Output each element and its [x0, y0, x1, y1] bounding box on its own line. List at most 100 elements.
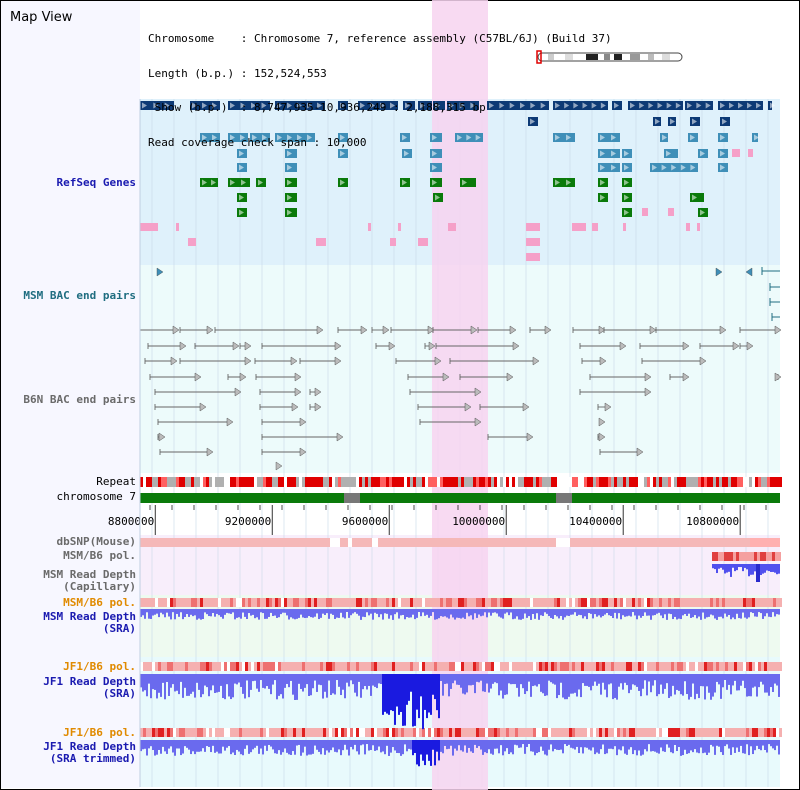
- axis-tick-label: 9200000: [225, 515, 271, 528]
- msm-pol-cap-cell: [721, 552, 724, 561]
- refseq-fragment: [448, 223, 456, 231]
- gene-feature: [660, 133, 668, 142]
- gene-feature: [612, 101, 622, 110]
- refseq-fragment: [398, 223, 401, 231]
- bac-end-marker: [206, 447, 214, 457]
- bac-end-marker: [388, 341, 396, 351]
- gene-feature: [690, 193, 704, 202]
- track-label-chromosome[interactable]: chromosome 7: [56, 490, 136, 503]
- track-label-msm-depth-cap-1[interactable]: MSM Read Depth: [43, 568, 136, 581]
- msm-pol-cap-cell: [745, 552, 748, 561]
- msm-cap-depth-bar: [744, 564, 746, 568]
- track-label-jf1-depth-sra-2: (SRA): [102, 687, 136, 700]
- msm-cap-depth-bar: [742, 564, 744, 572]
- chromosome-ideogram: [536, 50, 683, 64]
- msm-cap-depth-bar: [718, 564, 720, 569]
- gene-feature: [668, 117, 676, 126]
- chromosome-info-header: Chromosome : Chromosome 7, reference ass…: [148, 10, 612, 160]
- gene-feature: [598, 163, 620, 172]
- bac-end-marker: [275, 461, 283, 471]
- gene-feature: [200, 178, 218, 187]
- track-label-jf1-pol-2[interactable]: JF1/B6 pol.: [63, 726, 136, 739]
- gene-feature: [653, 117, 661, 126]
- bac-end-marker: [644, 387, 652, 397]
- gene-feature: [237, 149, 247, 158]
- track-label-msm-depth-cap-2: (Capillary): [63, 580, 136, 593]
- bac-end-marker: [291, 402, 299, 412]
- refseq-fragment: [140, 223, 158, 231]
- track-label-repeat[interactable]: Repeat: [96, 475, 136, 488]
- track-label-msm-b6-pol-2[interactable]: MSM/B6 pol.: [63, 596, 136, 609]
- bac-end-marker: [598, 417, 606, 427]
- axis-tick-label: 10000000: [452, 515, 505, 528]
- msm-pol-cap-cell: [715, 552, 718, 561]
- track-label-msm-bac[interactable]: MSM BAC end pairs: [23, 289, 136, 302]
- ideogram-band: [586, 54, 598, 60]
- gene-feature: [256, 178, 266, 187]
- track-label-jf1-depth-sra-1[interactable]: JF1 Read Depth: [43, 675, 136, 688]
- bac-end-marker: [474, 417, 482, 427]
- ideogram-band: [548, 54, 554, 60]
- gene-feature: [528, 117, 538, 126]
- refseq-fragment: [732, 149, 740, 157]
- msm-cap-depth-bar: [720, 564, 722, 568]
- msm-cap-depth-bar: [750, 564, 752, 575]
- track-label-dbsnp[interactable]: dbSNP(Mouse): [56, 535, 136, 548]
- track-label-jf1-pol-1[interactable]: JF1/B6 pol.: [63, 660, 136, 673]
- gene-feature: [237, 163, 247, 172]
- refseq-fragment: [526, 223, 540, 231]
- bac-end-marker: [314, 402, 322, 412]
- msm-cap-depth-bar: [752, 564, 754, 575]
- track-label-refseq[interactable]: RefSeq Genes: [56, 176, 136, 189]
- bac-end-marker: [314, 387, 322, 397]
- gene-feature: [285, 208, 297, 217]
- msm-pol-cap-cell: [775, 552, 778, 561]
- bac-end-marker: [604, 402, 612, 412]
- bac-end-marker: [636, 447, 644, 457]
- msm-cap-depth-bar: [764, 564, 766, 573]
- msm-pol-cap-cell: [751, 552, 754, 561]
- gene-feature: [622, 178, 632, 187]
- ideogram-band: [662, 54, 670, 60]
- bac-end-marker: [746, 341, 754, 351]
- bac-end-marker: [599, 356, 607, 366]
- bac-end-marker: [226, 417, 234, 427]
- bac-end-marker: [644, 372, 652, 382]
- msm-pol-cap-cell: [718, 552, 721, 561]
- msm-pol-cap-cell: [763, 552, 766, 561]
- position-axis: 8800000 9200000 9600000 10000000 10400000 108…: [108, 505, 767, 535]
- refseq-fragment: [623, 223, 626, 231]
- track-label-msm-depth-sra-1[interactable]: MSM Read Depth: [43, 610, 136, 623]
- msm-sra-depth: [140, 609, 780, 620]
- selected-region-highlight: [432, 0, 488, 790]
- msm-cap-depth-bar: [716, 564, 718, 574]
- gene-feature: [664, 149, 678, 158]
- bac-end-marker: [509, 325, 517, 335]
- bac-end-marker: [512, 341, 520, 351]
- gene-feature: [228, 133, 248, 142]
- gene-feature: [403, 101, 415, 110]
- track-label-jf1-depth-trim-1[interactable]: JF1 Read Depth: [43, 740, 136, 753]
- bac-end-marker: [316, 325, 324, 335]
- refseq-fragment: [390, 238, 396, 246]
- gene-feature: [338, 149, 348, 158]
- msm-pol-cap-cell: [736, 552, 739, 561]
- chromosome-gap: [344, 493, 360, 503]
- gene-feature: [487, 101, 549, 110]
- gene-feature: [598, 193, 608, 202]
- jf1-b6-pol-strip-1: [140, 662, 782, 671]
- track-label-msm-b6-pol-1[interactable]: MSM/B6 pol.: [63, 549, 136, 562]
- msm-bac-end: [745, 267, 753, 277]
- gene-feature: [598, 133, 620, 142]
- refseq-fragment: [418, 238, 428, 246]
- msm-bac-end: [715, 267, 723, 277]
- msm-pol-cap-cell: [730, 552, 733, 561]
- track-label-b6n-bac[interactable]: B6N BAC end pairs: [23, 393, 136, 406]
- msm-cap-depth-bar: [748, 564, 750, 577]
- bac-end-marker: [244, 356, 252, 366]
- gene-feature: [338, 178, 348, 187]
- gene-feature: [718, 133, 728, 142]
- bac-end-marker: [158, 432, 166, 442]
- msm-pol-cap-cell: [760, 552, 763, 561]
